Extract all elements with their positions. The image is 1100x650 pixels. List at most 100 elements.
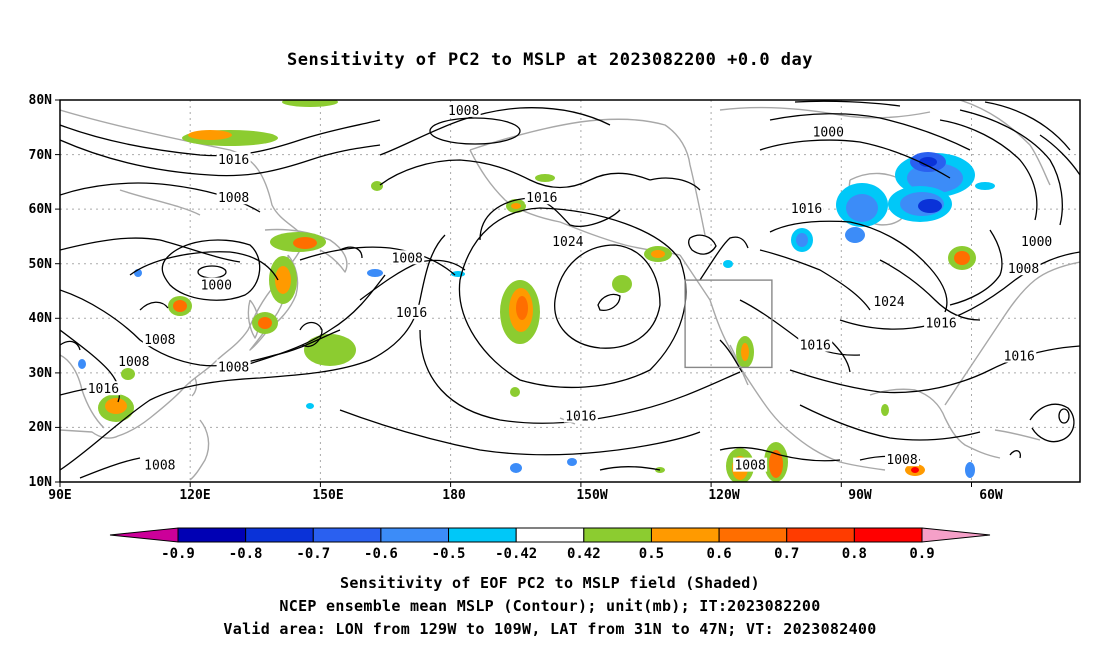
colorbar-box	[245, 527, 314, 543]
contour-label-bg	[789, 201, 824, 216]
contour-label-bg	[524, 190, 559, 205]
lon-label: 90E	[48, 488, 71, 503]
lon-label: 150E	[312, 488, 343, 503]
contour-label-bg	[142, 457, 177, 472]
lon-label: 120W	[708, 488, 739, 503]
colorbar-label: 0.9	[909, 546, 934, 562]
contour-label: 1008	[144, 333, 175, 348]
sensitivity-shading	[78, 100, 995, 482]
contour-label: 1008	[886, 453, 917, 468]
contour-label-bg	[216, 359, 251, 374]
contour-label: 1008	[218, 191, 249, 206]
contour-label: 1016	[791, 202, 822, 217]
contour-label: 1024	[873, 295, 904, 310]
contour-label-bg	[811, 124, 846, 139]
contour-label: 1008	[118, 355, 149, 370]
contour-label-bg	[1002, 348, 1037, 363]
colorbar-extend-low	[109, 527, 179, 543]
contour-label-bg	[116, 353, 151, 368]
contour-label-bg	[446, 102, 481, 117]
contour-label-bg	[885, 452, 920, 467]
colorbar-extend-high	[921, 527, 991, 543]
colorbar-label: 0.5	[639, 546, 664, 562]
colorbar-box	[312, 527, 382, 543]
lon-ticks	[59, 482, 972, 487]
contour-label-bg	[216, 190, 251, 205]
colorbar-box	[515, 527, 585, 543]
contour-label: 1016	[1004, 349, 1035, 364]
colorbar-label: -0.7	[296, 546, 330, 562]
contour-label-bg	[563, 408, 598, 423]
contour-label-bg	[394, 304, 429, 319]
lat-label: 70N	[29, 148, 53, 163]
contour-label-bg	[86, 381, 121, 396]
contour-label: 1000	[1021, 235, 1052, 250]
colorbar-box	[786, 527, 855, 543]
colorbar-label: -0.9	[161, 546, 195, 562]
contour-label: 1000	[813, 126, 844, 141]
colorbar-box	[853, 527, 923, 543]
lon-label: 180	[442, 488, 466, 503]
colorbar-label: 0.6	[706, 546, 731, 562]
contour-label-bg	[1019, 233, 1054, 248]
contour-label-bg	[733, 457, 768, 472]
colorbar-label: -0.42	[495, 546, 537, 562]
lon-labels: 90E 120E 150E 180 150W 120W 90W 60W	[48, 488, 1003, 503]
lat-label: 60N	[29, 202, 53, 217]
lat-labels: 80N 70N 60N 50N 40N 30N 20N 10N	[29, 93, 53, 490]
lon-label: 120E	[179, 488, 210, 503]
contour-label: 1016	[925, 317, 956, 332]
caption-line-2: NCEP ensemble mean MSLP (Contour); unit(…	[279, 597, 821, 615]
caption-line-3: Valid area: LON from 129W to 109W, LAT f…	[223, 620, 877, 638]
contour-label-bg	[199, 277, 234, 292]
colorbar-label: 0.7	[774, 546, 799, 562]
lat-label: 30N	[29, 366, 53, 381]
colorbar-box	[177, 527, 247, 543]
colorbar-box	[650, 527, 720, 543]
colorbar-label: 0.8	[842, 546, 867, 562]
contour-label: 1016	[396, 306, 427, 321]
contour-label: 1016	[800, 339, 831, 354]
lat-label: 80N	[29, 93, 53, 108]
lat-label: 20N	[29, 420, 53, 435]
colorbar-box	[448, 527, 517, 543]
contour-label: 1008	[448, 104, 479, 119]
colorbar-box	[583, 527, 652, 543]
contour-label-bg	[142, 332, 177, 347]
contour-label-bg	[390, 250, 425, 265]
contour-label: 1016	[218, 153, 249, 168]
contour-label-bg	[550, 233, 585, 248]
valid-area-box	[684, 279, 773, 369]
caption-line-1: Sensitivity of EOF PC2 to MSLP field (Sh…	[340, 574, 760, 592]
lon-label: 60W	[979, 488, 1003, 503]
colorbar-label: -0.5	[432, 546, 466, 562]
contour-labels: 1008 1000 1016 1008 1016 1016 1024 1000 1008 1008…	[86, 102, 1054, 474]
colorbar-box	[380, 527, 450, 543]
contour-label-bg	[1006, 261, 1041, 276]
contour-label: 1016	[526, 191, 557, 206]
lon-label: 150W	[576, 488, 607, 503]
contour-label: 1016	[565, 410, 596, 425]
lat-label: 10N	[29, 475, 53, 490]
contour-label: 1000	[201, 279, 232, 294]
plot-frame	[59, 99, 1081, 483]
contour-label: 1008	[144, 459, 175, 474]
contour-label-bg	[216, 152, 251, 167]
contour-label: 1008	[218, 360, 249, 375]
contour-label: 1016	[88, 382, 119, 397]
lat-ticks	[55, 99, 60, 483]
contour-label-bg	[798, 337, 833, 352]
contour-label: 1008	[392, 251, 423, 266]
contour-label-bg	[924, 315, 959, 330]
contour-label: 1024	[552, 235, 583, 250]
lon-label: 90W	[848, 488, 872, 503]
colorbar-box	[718, 527, 788, 543]
contour-label: 1008	[1008, 262, 1039, 277]
contour-label-bg	[872, 293, 907, 308]
colorbar: -0.9 -0.8 -0.7 -0.6 -0.5 -0.42 0.42 0.5 0.6 0.7 0.…	[109, 527, 991, 562]
colorbar-label: -0.8	[229, 546, 263, 562]
colorbar-label: -0.6	[364, 546, 398, 562]
lat-label: 50N	[29, 257, 53, 272]
lat-label: 40N	[29, 311, 53, 326]
